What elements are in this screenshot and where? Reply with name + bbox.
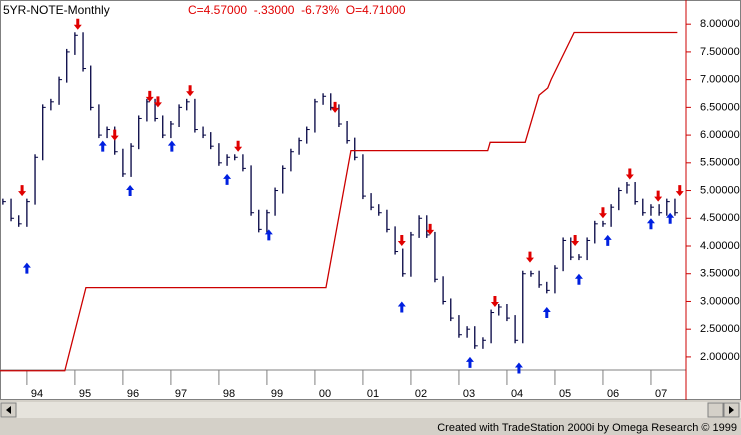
x-tick-label: 05 [559, 388, 571, 400]
y-tick-label: 5.50000 [700, 157, 740, 169]
y-tick-label: 6.00000 [700, 129, 740, 141]
y-tick-label: 6.50000 [700, 101, 740, 113]
x-tick-label: 95 [79, 388, 91, 400]
buy-arrow [514, 362, 523, 374]
sell-arrow [234, 140, 243, 152]
x-tick-label: 02 [415, 388, 427, 400]
chart-title: 5YR-NOTE-Monthly [3, 3, 110, 17]
y-tick-label: 7.00000 [700, 74, 740, 86]
buy-arrow [574, 273, 583, 285]
sell-arrow [145, 90, 154, 102]
y-tick-label: 4.50000 [700, 212, 740, 224]
stop-line [0, 31, 678, 372]
sell-arrow [426, 223, 435, 235]
buy-arrow [264, 229, 273, 241]
buy-arrow [22, 262, 31, 274]
y-tick-label: 7.50000 [700, 46, 740, 58]
sell-arrow [397, 235, 406, 246]
sell-arrow [153, 96, 162, 108]
y-tick-label: 4.00000 [700, 240, 740, 252]
x-tick-label: 97 [175, 388, 187, 400]
y-tick-label: 3.00000 [700, 295, 740, 307]
buy-arrow [126, 185, 135, 196]
buy-arrow [223, 173, 232, 185]
credit: Created with TradeStation 2000i by Omega… [437, 422, 737, 434]
y-tick-label: 2.50000 [700, 323, 740, 335]
sell-arrow [110, 129, 119, 141]
sell-arrow [675, 185, 684, 197]
x-tick-label: 07 [655, 388, 667, 400]
scrollbar[interactable] [0, 402, 741, 418]
y-tick-label: 8.00000 [700, 18, 740, 30]
x-tick-label: 01 [367, 388, 379, 400]
buy-arrow [465, 356, 474, 368]
x-tick-label: 98 [223, 388, 235, 400]
sell-arrow [525, 251, 534, 263]
x-tick-label: 06 [607, 388, 619, 400]
buy-arrow [98, 140, 107, 152]
buy-arrow [167, 140, 176, 152]
buy-arrow [397, 301, 406, 313]
sell-arrow [598, 207, 607, 219]
sell-arrow [625, 168, 634, 180]
y-tick-label: 3.50000 [700, 268, 740, 280]
x-tick-label: 99 [271, 388, 283, 400]
x-tick-label: 04 [511, 388, 523, 400]
buy-arrow [603, 234, 612, 246]
sell-arrow [186, 85, 195, 97]
scroll-thumb[interactable] [707, 402, 724, 418]
quote: C=4.57000 -.33000 -6.73% O=4.71000 [188, 3, 406, 17]
scroll-right-icon [729, 406, 734, 414]
scroll-left-icon [6, 406, 11, 414]
sell-arrow [571, 235, 580, 246]
x-tick-label: 94 [31, 388, 43, 400]
sell-arrow [654, 190, 663, 202]
sell-arrow [73, 18, 82, 30]
y-tick-label: 5.00000 [700, 184, 740, 196]
buy-arrow [666, 212, 675, 224]
x-tick-label: 00 [319, 388, 331, 400]
sell-arrow [490, 296, 499, 307]
sell-arrow [18, 185, 27, 197]
buy-arrow [646, 218, 655, 230]
sell-arrow [331, 101, 340, 113]
y-tick-label: 2.00000 [700, 351, 740, 363]
x-tick-label: 03 [463, 388, 475, 400]
buy-arrow [542, 307, 551, 318]
x-tick-label: 96 [127, 388, 139, 400]
